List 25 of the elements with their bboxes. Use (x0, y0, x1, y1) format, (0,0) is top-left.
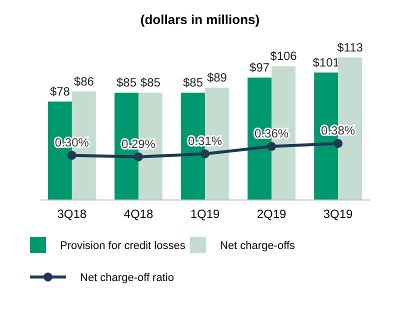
point (67, 150, 76, 160)
data-label: $85 (183, 76, 204, 90)
legend-label: Provision for credit losses (60, 240, 186, 252)
x-tick-label: 2Q19 (256, 207, 287, 221)
point (200, 149, 210, 158)
chart-title: (dollars in millions) (140, 12, 260, 27)
data-label: $106 (270, 49, 298, 64)
legend-label: Net charge-off ratio (80, 272, 174, 284)
point (334, 138, 343, 148)
data-label: 0.29% (121, 136, 156, 151)
data-label: $101 (312, 56, 340, 70)
data-label: $85 (140, 76, 161, 90)
x-tick-label: 3Q19 (323, 207, 354, 221)
data-label: $89 (206, 70, 228, 85)
data-label: $78 (50, 84, 70, 99)
data-label: $86 (74, 74, 94, 88)
data-label: $113 (337, 40, 364, 54)
data-label: $85 (116, 76, 137, 90)
point (134, 152, 143, 162)
point (267, 142, 276, 151)
data-label: $97 (250, 60, 270, 75)
x-tick-label: 4Q18 (124, 207, 154, 221)
x-tick-label: 3Q18 (57, 207, 87, 221)
x-tick-label: 1Q19 (190, 207, 220, 221)
legend-label: Net charge-offs (220, 240, 296, 252)
